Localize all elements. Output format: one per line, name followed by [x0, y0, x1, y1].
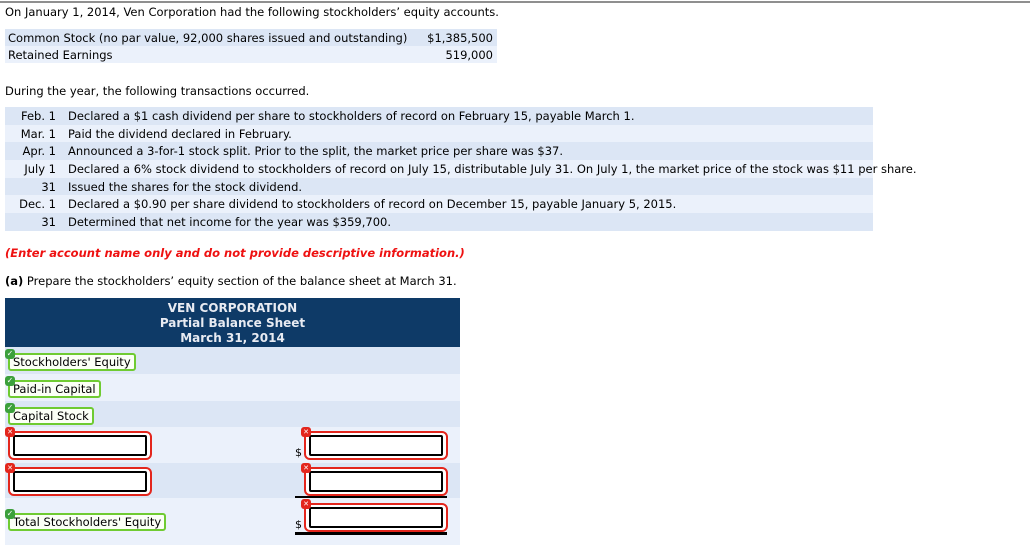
account-name-field-2: ✕	[5, 463, 152, 496]
transaction-date: Apr. 1	[22, 144, 56, 159]
part-a-label: (a)	[5, 274, 24, 288]
dollar-sign: $	[295, 446, 302, 459]
dollar-sign: $	[295, 518, 302, 531]
transaction-description: Determined that net income for the year …	[68, 214, 392, 229]
form-row: ✕ $ ✕	[5, 427, 460, 463]
account-label: Retained Earnings	[8, 47, 113, 62]
table-row: Retained Earnings 519,000	[5, 46, 497, 63]
error-icon: ✕	[301, 463, 311, 473]
transaction-date: 31	[41, 214, 56, 229]
part-a-text: Prepare the stockholders’ equity section…	[23, 274, 457, 288]
total-amount-field: ✕	[301, 499, 448, 532]
company-name: VEN CORPORATION	[167, 301, 298, 315]
check-icon: ✓	[5, 376, 15, 386]
answer-chip-label: Capital Stock	[13, 409, 89, 423]
transaction-description: Announced a 3-for-1 stock split. Prior t…	[68, 144, 564, 159]
transaction-description: Declared a 6% stock dividend to stockhol…	[68, 161, 917, 176]
account-name-field-1: ✕	[5, 427, 152, 460]
table-row: Common Stock (no par value, 92,000 share…	[5, 29, 497, 46]
error-icon: ✕	[5, 427, 15, 437]
total-amount-input[interactable]	[309, 507, 443, 528]
form-row: ✓ Paid-in Capital	[5, 374, 460, 401]
transaction-description: Issued the shares for the stock dividend…	[68, 179, 303, 194]
transactions-intro: During the year, the following transacti…	[5, 84, 310, 98]
transaction-row: 31 Determined that net income for the ye…	[5, 213, 873, 231]
transactions-table: Feb. 1 Declared a $1 cash dividend per s…	[5, 107, 917, 231]
transaction-date: Dec. 1	[19, 197, 56, 212]
total-underline: $ ✕	[295, 499, 448, 535]
transaction-row: Mar. 1 Paid the dividend declared in Feb…	[5, 124, 873, 143]
transaction-description: Paid the dividend declared in February.	[68, 126, 292, 141]
account-value: 519,000	[445, 47, 493, 62]
answer-chip-stockholders-equity[interactable]: ✓ Stockholders' Equity	[5, 349, 136, 371]
top-divider	[0, 1, 1030, 3]
check-icon: ✓	[5, 349, 15, 359]
transaction-row: Apr. 1 Announced a 3-for-1 stock split. …	[5, 142, 873, 161]
equity-accounts-table: Common Stock (no par value, 92,000 share…	[5, 29, 497, 63]
transaction-date: 31	[41, 179, 56, 194]
statement-title: Partial Balance Sheet	[159, 316, 306, 330]
answer-chip-label: Paid-in Capital	[13, 382, 96, 396]
statement-date: March 31, 2014	[180, 331, 285, 345]
transaction-row: 31 Issued the shares for the stock divid…	[5, 177, 873, 196]
account-name-input-2[interactable]	[13, 471, 147, 492]
amount-input-1[interactable]	[309, 435, 443, 456]
form-row: ✓ Total Stockholders' Equity $ ✕	[5, 498, 460, 545]
error-icon: ✕	[301, 499, 311, 509]
transaction-date: July 1	[24, 161, 56, 176]
part-a-prompt: (a) Prepare the stockholders’ equity sec…	[5, 274, 457, 288]
transaction-description: Declared a $0.90 per share dividend to s…	[68, 197, 677, 212]
form-row: ✓ Capital Stock	[5, 401, 460, 427]
error-icon: ✕	[5, 463, 15, 473]
answer-chip-capital-stock[interactable]: ✓ Capital Stock	[5, 403, 94, 425]
check-icon: ✓	[5, 509, 15, 519]
answer-chip-total-stockholders-equity[interactable]: ✓ Total Stockholders' Equity	[5, 509, 167, 531]
transaction-row: July 1 Declared a 6% stock dividend to s…	[5, 160, 917, 178]
answer-chip-label: Stockholders' Equity	[13, 355, 131, 369]
form-row: ✓ Stockholders' Equity	[5, 347, 460, 374]
account-label: Common Stock (no par value, 92,000 share…	[8, 30, 408, 45]
balance-sheet-form: VEN CORPORATION Partial Balance Sheet Ma…	[5, 298, 460, 545]
subtotal-underline: ✕	[295, 463, 448, 498]
check-icon: ✓	[5, 403, 15, 413]
account-value: $1,385,500	[427, 30, 493, 45]
transaction-date: Feb. 1	[21, 108, 56, 123]
answer-chip-paid-in-capital[interactable]: ✓ Paid-in Capital	[5, 376, 101, 398]
account-name-input-1[interactable]	[13, 435, 147, 456]
form-row: ✕ ✕	[5, 463, 460, 498]
error-icon: ✕	[301, 427, 311, 437]
transaction-row: Dec. 1 Declared a $0.90 per share divide…	[5, 195, 873, 214]
amount-input-2[interactable]	[309, 471, 443, 492]
transaction-description: Declared a $1 cash dividend per share to…	[68, 108, 635, 123]
amount-field-1: ✕	[301, 427, 448, 460]
problem-intro: On January 1, 2014, Ven Corporation had …	[5, 5, 499, 19]
answer-chip-label: Total Stockholders' Equity	[13, 515, 162, 529]
amount-field-2: ✕	[301, 463, 448, 496]
transaction-date: Mar. 1	[20, 126, 56, 141]
transaction-row: Feb. 1 Declared a $1 cash dividend per s…	[5, 107, 873, 125]
balance-sheet-header: VEN CORPORATION Partial Balance Sheet Ma…	[5, 298, 460, 347]
instruction-note: (Enter account name only and do not prov…	[5, 246, 465, 260]
